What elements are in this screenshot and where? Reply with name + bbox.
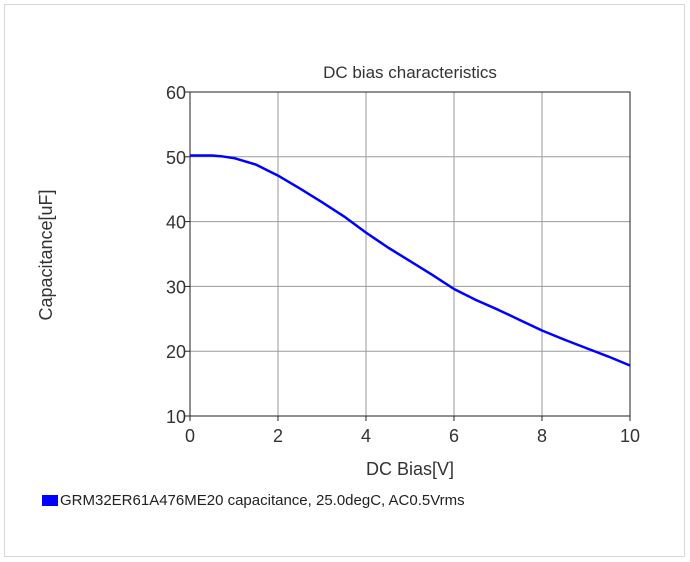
x-tick-label-4: 8 <box>537 426 547 446</box>
y-axis-ticks: 10 20 30 40 50 60 <box>166 83 190 427</box>
series-layer <box>190 154 631 367</box>
x-tick-label-2: 4 <box>361 426 371 446</box>
legend-label: GRM32ER61A476ME20 capacitance, 25.0degC,… <box>60 492 465 509</box>
x-tick-label-0: 0 <box>185 426 195 446</box>
legend: GRM32ER61A476ME20 capacitance, 25.0degC,… <box>42 492 465 509</box>
y-tick-label-3: 40 <box>166 213 186 233</box>
plot-area <box>189 91 631 417</box>
x-tick-label-5: 10 <box>620 426 640 446</box>
y-tick-label-2: 30 <box>166 277 186 297</box>
chart-title: DC bias characteristics <box>323 63 497 82</box>
series-line-0 <box>190 154 631 367</box>
y-axis-label: Capacitance[uF] <box>36 189 56 320</box>
x-tick-label-3: 6 <box>449 426 459 446</box>
legend-swatch <box>42 495 58 506</box>
y-tick-label-4: 50 <box>166 148 186 168</box>
x-tick-label-1: 2 <box>273 426 283 446</box>
y-tick-label-1: 20 <box>166 342 186 362</box>
grid-lines <box>190 92 630 416</box>
x-axis-label: DC Bias[V] <box>366 459 454 479</box>
chart-frame <box>4 4 685 557</box>
y-tick-label-0: 10 <box>166 407 186 427</box>
x-axis-ticks: 0 2 4 6 8 10 <box>185 416 640 446</box>
y-tick-label-5: 60 <box>166 83 186 103</box>
